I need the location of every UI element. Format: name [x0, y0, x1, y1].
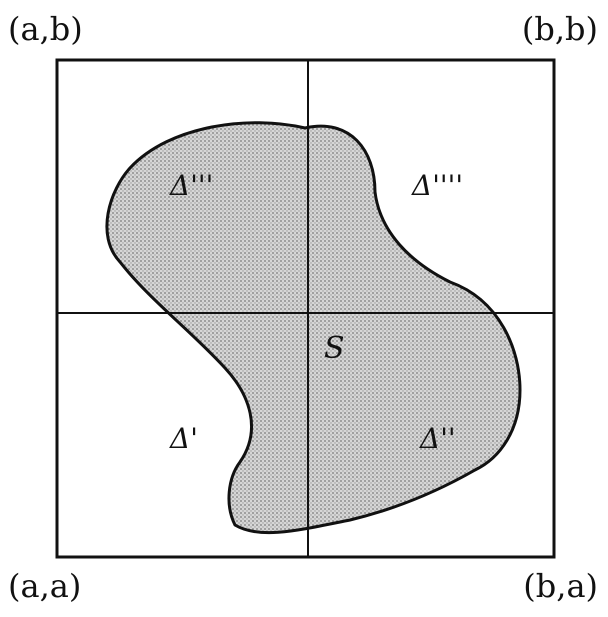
region-label-upper-right: Δ''''	[411, 169, 463, 202]
corner-label-top-left: (a,b)	[8, 10, 83, 48]
region-s-shape	[105, 121, 522, 535]
corner-label-bottom-left: (a,a)	[8, 567, 81, 605]
region-label-lower-left: Δ'	[169, 422, 198, 455]
corner-label-bottom-right: (b,a)	[523, 567, 598, 605]
square-boundary	[55, 58, 556, 559]
region-label-upper-left: Δ'''	[169, 169, 213, 202]
corner-label-top-right: (b,b)	[522, 10, 598, 48]
region-label-lower-right: Δ''	[419, 422, 456, 455]
set-label-s: S	[324, 331, 345, 366]
